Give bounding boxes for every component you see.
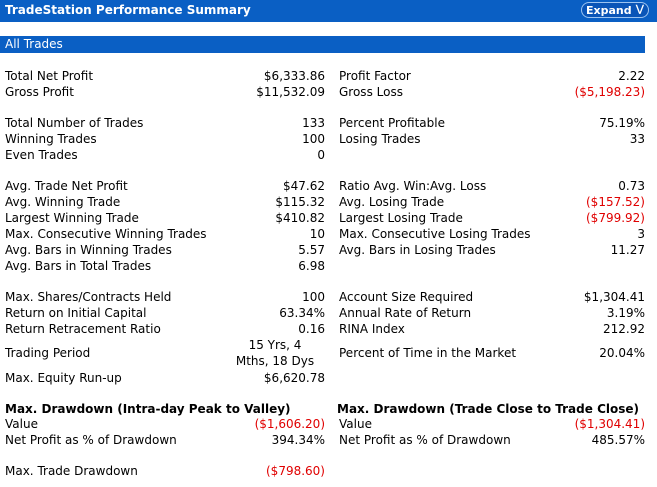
drawdown-close-title: Max. Drawdown (Trade Close to Trade Clos… — [337, 402, 639, 416]
avg-bars-total-value: 6.98 — [298, 259, 325, 273]
gross-loss-label: Gross Loss — [339, 85, 403, 99]
largest-losing-trade-value: ($799.92) — [586, 211, 645, 225]
drawdown-intraday-title: Max. Drawdown (Intra-day Peak to Valley) — [5, 402, 291, 416]
metric-row: Winning Trades 100 Losing Trades 33 — [0, 131, 645, 147]
max-consec-losing-value: 3 — [637, 227, 645, 241]
max-consec-winning-label: Max. Consecutive Winning Trades — [5, 227, 207, 241]
total-net-profit-value: $6,333.86 — [263, 69, 325, 83]
losing-trades-value: 33 — [629, 132, 645, 146]
expand-button[interactable]: Expand ⋁ — [581, 2, 649, 18]
section-header-all-trades: All Trades — [0, 36, 645, 53]
metric-row: Value ($1,606.20) Value ($1,304.41) — [0, 416, 645, 432]
metric-row: Gross Profit $11,532.09 Gross Loss ($5,1… — [0, 84, 645, 100]
expand-label: Expand — [585, 3, 632, 17]
return-initial-capital-label: Return on Initial Capital — [5, 306, 147, 320]
total-trades-value: 133 — [302, 116, 325, 130]
total-net-profit-label: Total Net Profit — [5, 69, 94, 83]
percent-profitable-label: Percent Profitable — [339, 116, 445, 130]
metric-row: Max. Shares/Contracts Held 100 Account S… — [0, 289, 645, 305]
max-shares-held-label: Max. Shares/Contracts Held — [5, 290, 172, 304]
metric-row: Total Number of Trades 133 Percent Profi… — [0, 115, 645, 131]
drawdown-intraday-value: ($1,606.20) — [254, 417, 325, 431]
metric-row: Return on Initial Capital 63.34% Annual … — [0, 305, 645, 321]
title-bar: TradeStation Performance Summary Expand … — [0, 0, 657, 22]
metric-row: Avg. Bars in Winning Trades 5.57 Avg. Ba… — [0, 242, 645, 258]
losing-trades-label: Losing Trades — [339, 132, 421, 146]
return-retracement-value: 0.16 — [298, 322, 325, 336]
annual-rate-return-value: 3.19% — [606, 306, 645, 320]
avg-trade-net-profit-value: $47.62 — [283, 179, 325, 193]
metric-row: Total Net Profit $6,333.86 Profit Factor… — [0, 68, 645, 84]
drawdown-close-pct-label: Net Profit as % of Drawdown — [339, 433, 511, 447]
metric-row: Even Trades 0 — [0, 147, 645, 163]
gross-profit-value: $11,532.09 — [256, 85, 325, 99]
even-trades-value: 0 — [317, 148, 325, 162]
metric-row: Avg. Trade Net Profit $47.62 Ratio Avg. … — [0, 178, 645, 194]
winning-trades-value: 100 — [302, 132, 325, 146]
largest-winning-trade-label: Largest Winning Trade — [5, 211, 139, 225]
metric-row: Trading Period 15 Yrs, 4 Mths, 18 Dys Pe… — [0, 337, 645, 369]
max-shares-held-value: 100 — [302, 290, 325, 304]
return-retracement-label: Return Retracement Ratio — [5, 322, 161, 336]
avg-trade-net-profit-label: Avg. Trade Net Profit — [5, 179, 128, 193]
trading-period-line2: Mths, 18 Dys — [235, 354, 315, 368]
avg-winning-trade-value: $115.32 — [275, 195, 325, 209]
rina-index-value: 212.92 — [603, 322, 645, 336]
drawdown-intraday-pct-value: 394.34% — [271, 433, 325, 447]
profit-factor-label: Profit Factor — [339, 69, 411, 83]
metric-row: Avg. Bars in Total Trades 6.98 — [0, 258, 645, 274]
trading-period-label: Trading Period — [5, 346, 91, 360]
metric-row: Max. Equity Run-up $6,620.78 — [0, 370, 645, 386]
max-trade-drawdown-label: Max. Trade Drawdown — [5, 464, 138, 478]
account-size-label: Account Size Required — [339, 290, 474, 304]
metric-row: Avg. Winning Trade $115.32 Avg. Losing T… — [0, 194, 645, 210]
avg-bars-winning-label: Avg. Bars in Winning Trades — [5, 243, 172, 257]
even-trades-label: Even Trades — [5, 148, 78, 162]
avg-bars-losing-value: 11.27 — [610, 243, 645, 257]
metric-row: Max. Consecutive Winning Trades 10 Max. … — [0, 226, 645, 242]
avg-bars-winning-value: 5.57 — [298, 243, 325, 257]
ratio-win-loss-value: 0.73 — [618, 179, 645, 193]
avg-winning-trade-label: Avg. Winning Trade — [5, 195, 121, 209]
drawdown-intraday-value-label: Value — [5, 417, 38, 431]
percent-time-market-value: 20.04% — [599, 346, 645, 360]
trading-period-line1: 15 Yrs, 4 — [248, 338, 302, 352]
section-title: All Trades — [5, 37, 63, 51]
profit-factor-value: 2.22 — [618, 69, 645, 83]
drawdown-intraday-pct-label: Net Profit as % of Drawdown — [5, 433, 177, 447]
chevron-down-icon: ⋁ — [635, 4, 645, 15]
avg-bars-losing-label: Avg. Bars in Losing Trades — [339, 243, 496, 257]
metric-row: Max. Trade Drawdown ($798.60) — [0, 463, 645, 479]
metric-row: Net Profit as % of Drawdown 394.34% Net … — [0, 432, 645, 448]
drawdown-close-pct-value: 485.57% — [591, 433, 645, 447]
largest-winning-trade-value: $410.82 — [275, 211, 325, 225]
avg-losing-trade-label: Avg. Losing Trade — [339, 195, 445, 209]
metric-row: Return Retracement Ratio 0.16 RINA Index… — [0, 321, 645, 337]
gross-loss-value: ($5,198.23) — [574, 85, 645, 99]
gross-profit-label: Gross Profit — [5, 85, 74, 99]
window-title: TradeStation Performance Summary — [5, 3, 251, 17]
trading-period-value: 15 Yrs, 4 Mths, 18 Dys — [225, 337, 325, 369]
avg-bars-total-label: Avg. Bars in Total Trades — [5, 259, 152, 273]
annual-rate-return-label: Annual Rate of Return — [339, 306, 472, 320]
drawdown-heading-row: Max. Drawdown (Intra-day Peak to Valley)… — [0, 401, 645, 417]
winning-trades-label: Winning Trades — [5, 132, 97, 146]
largest-losing-trade-label: Largest Losing Trade — [339, 211, 463, 225]
metric-row: Largest Winning Trade $410.82 Largest Lo… — [0, 210, 645, 226]
avg-losing-trade-value: ($157.52) — [586, 195, 645, 209]
rina-index-label: RINA Index — [339, 322, 405, 336]
max-consec-winning-value: 10 — [309, 227, 325, 241]
percent-profitable-value: 75.19% — [599, 116, 645, 130]
max-trade-drawdown-value: ($798.60) — [266, 464, 325, 478]
account-size-value: $1,304.41 — [583, 290, 645, 304]
return-initial-capital-value: 63.34% — [279, 306, 325, 320]
ratio-win-loss-label: Ratio Avg. Win:Avg. Loss — [339, 179, 487, 193]
drawdown-close-value: ($1,304.41) — [574, 417, 645, 431]
percent-time-market-label: Percent of Time in the Market — [339, 346, 517, 360]
max-equity-runup-value: $6,620.78 — [263, 371, 325, 385]
max-consec-losing-label: Max. Consecutive Losing Trades — [339, 227, 531, 241]
drawdown-close-value-label: Value — [339, 417, 372, 431]
total-trades-label: Total Number of Trades — [5, 116, 144, 130]
max-equity-runup-label: Max. Equity Run-up — [5, 371, 122, 385]
